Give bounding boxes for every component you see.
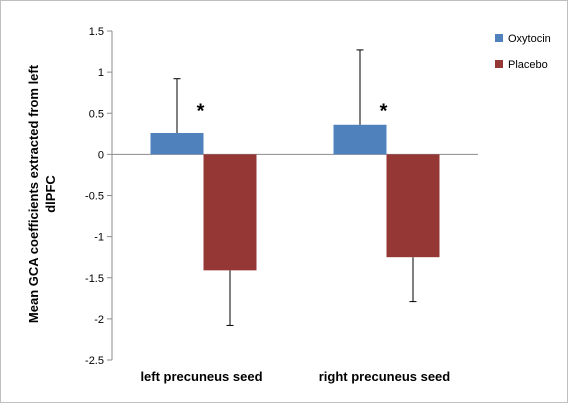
significance-star: * xyxy=(197,100,205,122)
y-tick-label: -1.5 xyxy=(85,273,104,285)
bar-oxytocin xyxy=(333,124,387,155)
legend-swatch-placebo xyxy=(495,60,503,68)
y-axis-title-line-2: dlPFC xyxy=(43,175,58,213)
y-axis-title-line-1: Mean GCA coefficients extracted from lef… xyxy=(26,64,41,323)
legend: Oxytocin Placebo xyxy=(495,33,551,71)
significance-star: * xyxy=(380,100,388,122)
error-bars xyxy=(173,49,417,326)
y-tick-label: -2 xyxy=(94,314,104,326)
legend-label-oxytocin: Oxytocin xyxy=(508,33,551,45)
legend-label-placebo: Placebo xyxy=(508,59,548,71)
y-tick-label: -2.5 xyxy=(85,355,104,367)
y-tick-label: 0 xyxy=(98,149,104,161)
x-category-label: left precuneus seed xyxy=(140,369,262,384)
y-tick-label: 1.5 xyxy=(89,26,104,38)
x-category-label: right precuneus seed xyxy=(319,369,451,384)
legend-swatch-oxytocin xyxy=(495,34,503,42)
y-axis-title: Mean GCA coefficients extracted from lef… xyxy=(26,64,58,323)
bar-placebo xyxy=(386,154,440,258)
bar-oxytocin xyxy=(150,132,204,155)
bar-placebo xyxy=(203,154,257,271)
y-tick-label: 1 xyxy=(98,67,104,79)
axis-labels: * left precuneus seed * right precuneus see… xyxy=(140,100,450,384)
bars xyxy=(150,124,440,271)
y-tick-label: -1 xyxy=(94,232,104,244)
y-tick-label: 0.5 xyxy=(89,108,104,120)
y-tick-label: -0.5 xyxy=(85,191,104,203)
